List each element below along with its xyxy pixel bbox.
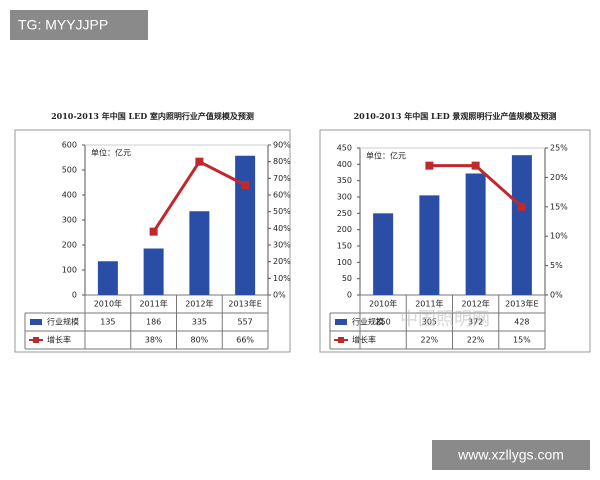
table-value: 66% <box>236 336 254 345</box>
y2-tick-label: 30% <box>273 241 291 250</box>
chart-title: 2010-2013 年中国 LED 室内照明行业产值规模及预测 <box>51 111 254 121</box>
chart-frame <box>14 129 291 353</box>
tag-text: TG: MYYJJPP <box>18 17 108 33</box>
y-tick-label: 450 <box>337 144 352 153</box>
bar <box>189 211 210 295</box>
y2-tick-label: 20% <box>550 173 568 182</box>
y2-tick-label: 70% <box>273 174 291 183</box>
table-value: 250 <box>375 318 390 327</box>
table-value: 135 <box>100 318 115 327</box>
legend-marker <box>33 337 39 343</box>
y2-tick-label: 40% <box>273 224 291 233</box>
legend-swatch <box>30 319 42 325</box>
y-tick-label: 200 <box>62 241 77 250</box>
y2-tick-label: 15% <box>550 202 568 211</box>
y-tick-label: 100 <box>62 266 77 275</box>
y2-tick-label: 20% <box>273 257 291 266</box>
x-tick-label: 2011年 <box>139 299 167 309</box>
table-value: 15% <box>513 336 531 345</box>
y2-tick-label: 10% <box>273 274 291 283</box>
legend-label: 增长率 <box>352 335 376 345</box>
x-tick-label: 2012年 <box>185 299 213 309</box>
y-tick-label: 250 <box>337 209 352 218</box>
bar <box>465 173 486 295</box>
table-value: 305 <box>422 318 437 327</box>
tag-box <box>10 10 148 40</box>
x-tick-label: 2013年E <box>505 299 538 309</box>
table-value: 80% <box>190 336 208 345</box>
y-tick-label: 300 <box>62 216 77 225</box>
bar <box>97 261 118 295</box>
bar <box>373 213 394 295</box>
y2-tick-label: 60% <box>273 191 291 200</box>
table-value: 22% <box>420 336 438 345</box>
y-tick-label: 400 <box>62 191 77 200</box>
line-marker <box>471 161 480 170</box>
y-tick-label: 600 <box>62 141 77 150</box>
x-tick-label: 2012年 <box>461 299 489 309</box>
y-tick-label: 0 <box>347 291 352 300</box>
y2-tick-label: 80% <box>273 157 291 166</box>
unit-label: 单位：亿元 <box>366 151 406 161</box>
y2-tick-label: 25% <box>550 144 568 153</box>
unit-label: 单位：亿元 <box>91 148 131 158</box>
legend-swatch <box>335 319 347 325</box>
line-marker <box>241 181 250 189</box>
chart-title: 2010-2013 年中国 LED 景观照明行业产值规模及预测 <box>354 111 557 121</box>
line-marker <box>517 202 526 211</box>
table-value: 428 <box>514 318 529 327</box>
y2-tick-label: 0% <box>550 291 563 300</box>
table-value: 557 <box>237 318 252 327</box>
chart-frame <box>319 129 591 353</box>
table-value: 38% <box>145 336 163 345</box>
y2-tick-label: 10% <box>550 232 568 241</box>
table-value: 335 <box>192 318 207 327</box>
y-tick-label: 500 <box>62 166 77 175</box>
y-tick-label: 300 <box>337 193 352 202</box>
legend-marker <box>338 337 344 343</box>
site-box <box>432 440 590 470</box>
table-value: 22% <box>467 336 485 345</box>
line-marker <box>195 157 204 166</box>
bar <box>235 155 256 295</box>
table-value: 372 <box>468 318 483 327</box>
y-tick-label: 350 <box>337 176 352 185</box>
x-tick-label: 2010年 <box>369 299 397 309</box>
y-tick-label: 150 <box>337 242 352 251</box>
legend-label: 行业规模 <box>352 317 384 327</box>
bar <box>511 155 532 295</box>
y-tick-label: 200 <box>337 225 352 234</box>
y2-tick-label: 5% <box>550 261 563 270</box>
bar <box>143 248 164 295</box>
y-tick-label: 0 <box>72 291 77 300</box>
y-tick-label: 50 <box>342 274 352 283</box>
legend-label: 行业规模 <box>47 317 79 327</box>
y-tick-label: 400 <box>337 160 352 169</box>
x-tick-label: 2010年 <box>94 299 122 309</box>
x-tick-label: 2013年E <box>228 299 261 309</box>
line-marker <box>149 227 158 236</box>
table-value: 186 <box>146 318 161 327</box>
bar <box>419 195 440 295</box>
y2-tick-label: 50% <box>273 207 291 216</box>
y-tick-label: 100 <box>337 258 352 267</box>
line-marker <box>425 161 434 170</box>
legend-label: 增长率 <box>47 335 71 345</box>
x-tick-label: 2011年 <box>415 299 443 309</box>
y2-tick-label: 0% <box>273 291 286 300</box>
y2-tick-label: 90% <box>273 141 291 150</box>
watermark: 中国照明网 <box>400 309 490 330</box>
site-text: www.xzllygs.com <box>457 447 564 463</box>
